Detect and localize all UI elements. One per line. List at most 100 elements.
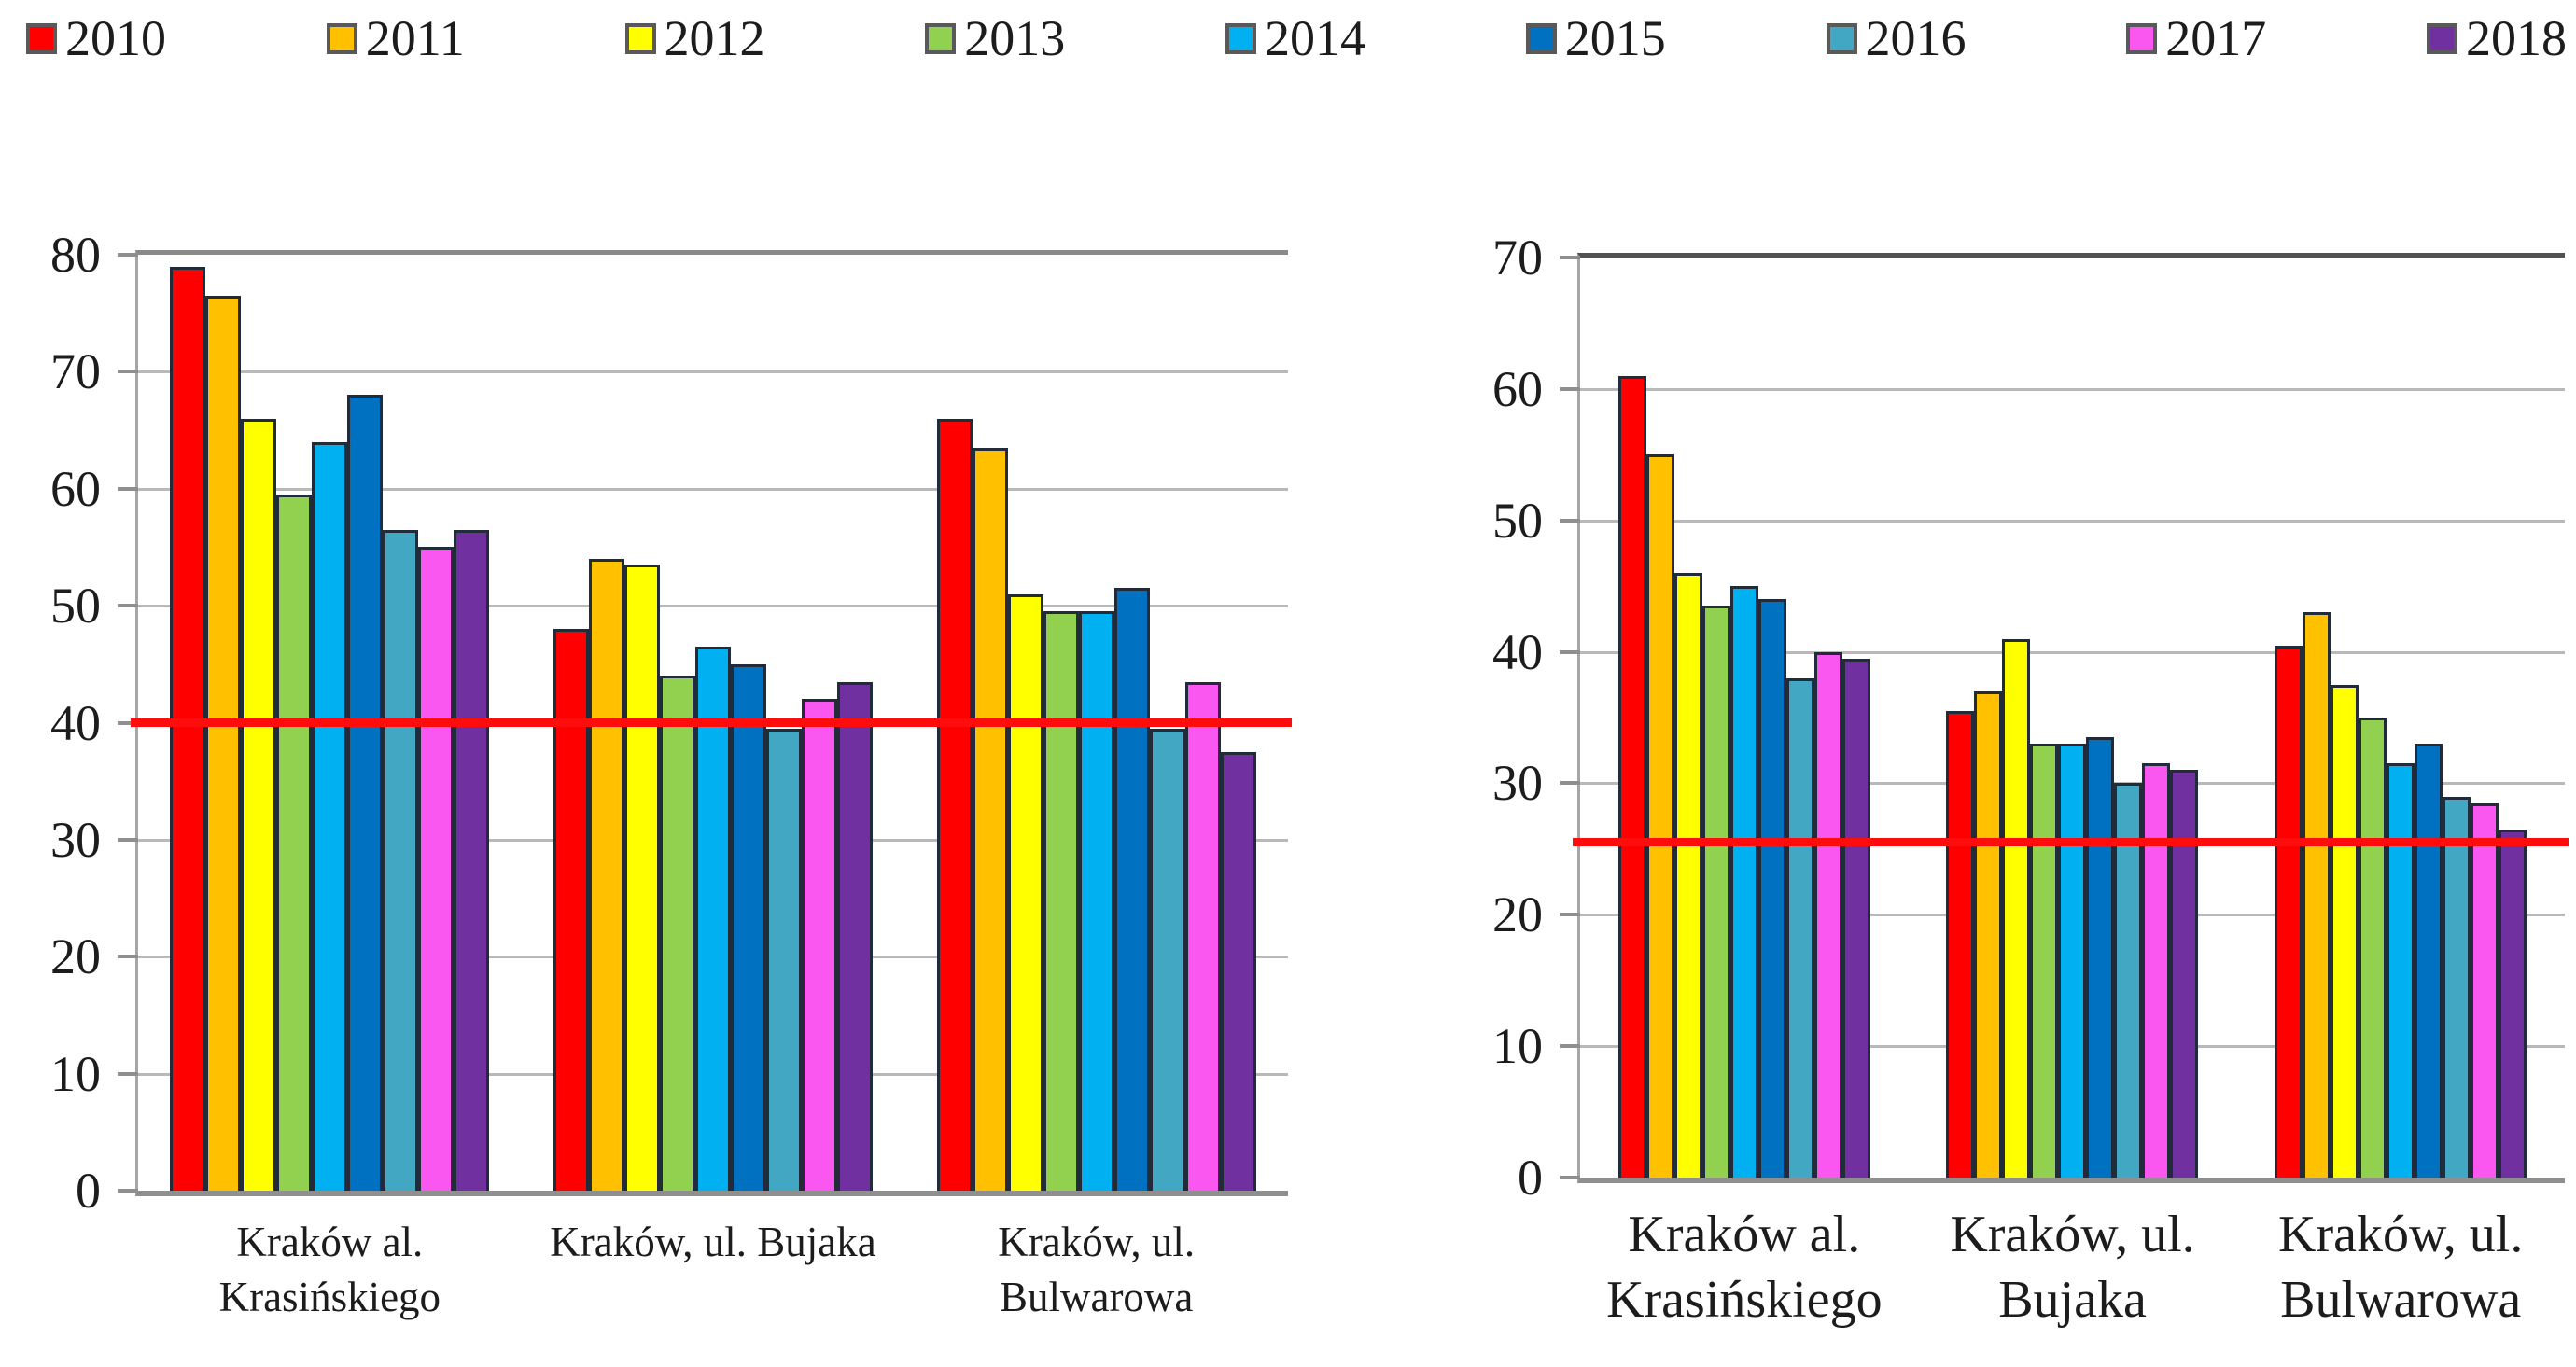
legend-swatch-2016 (1826, 22, 1857, 54)
x-axis-label-1: Kraków al. Krasińskiego (218, 1219, 441, 1320)
bar-2016-group1 (1785, 677, 1814, 1178)
bar-2018-group2 (2170, 770, 2199, 1178)
y-axis-tick (118, 253, 138, 257)
y-axis-tick (118, 955, 138, 959)
bar-2014-group1 (312, 441, 348, 1191)
legend-item-2018: 2018 (2427, 13, 2567, 63)
bar-2015-group3 (2415, 744, 2443, 1178)
bar-2014-group3 (1078, 611, 1114, 1191)
y-axis-label: 50 (50, 578, 101, 635)
legend-item-2014: 2014 (1225, 13, 1365, 63)
bar-2010-group2 (553, 629, 589, 1191)
bar-2018-group1 (1841, 658, 1870, 1178)
bar-2015-group2 (2086, 737, 2115, 1178)
y-axis-label: 40 (1492, 623, 1543, 680)
gridline (1580, 387, 2565, 391)
bar-2016-group2 (2114, 783, 2143, 1178)
bar-2013-group1 (276, 495, 313, 1191)
gridline (138, 370, 1288, 374)
bar-2012-group2 (2002, 638, 2031, 1178)
bar-2017-group2 (801, 699, 837, 1191)
bar-2018-group2 (836, 681, 873, 1191)
legend-swatch-2015 (1525, 22, 1557, 54)
y-axis-tick (1560, 913, 1580, 917)
x-axis-label-3: Kraków, ul. Bulwarowa (998, 1219, 1196, 1320)
legend-year-label: 2011 (365, 10, 465, 66)
y-axis-tick (118, 370, 138, 374)
x-axis-label-2: Kraków, ul. Bujaka (1950, 1206, 2195, 1329)
legend-item-2017: 2017 (2126, 13, 2266, 63)
legend: 2010 2011 2012 2013 2014 2015 2016 2017 2018 (26, 13, 2567, 63)
y-axis-label: 70 (50, 343, 101, 400)
bar-2018-group3 (1220, 751, 1256, 1191)
legend-year-label: 2010 (65, 10, 166, 66)
bar-group-3 (2236, 258, 2565, 1178)
legend-item-2015: 2015 (1525, 10, 1666, 66)
legend-swatch-2013 (925, 22, 957, 54)
gridline (138, 487, 1288, 491)
bar-2016-group2 (765, 728, 802, 1191)
bar-2011-group1 (205, 295, 242, 1191)
legend-swatch-2011 (326, 22, 357, 54)
bar-2011-group3 (2303, 612, 2331, 1178)
x-axis-labels: Kraków al. Krasińskiego Kraków, ul. Bujaka K… (1580, 1202, 2565, 1332)
y-axis-label: 80 (50, 227, 101, 283)
bar-2014-group1 (1729, 586, 1758, 1178)
y-axis-tick (1560, 649, 1580, 654)
legend-year-label: 2016 (1865, 10, 1967, 66)
y-axis-label: 70 (1492, 230, 1543, 286)
y-axis-label: 30 (1492, 755, 1543, 812)
legend-year-label: 2018 (2466, 10, 2567, 66)
y-axis-tick (118, 604, 138, 608)
bar-2012-group3 (2331, 684, 2359, 1178)
bar-2010-group1 (1617, 375, 1646, 1178)
bar-2011-group2 (1974, 690, 2003, 1178)
bar-2015-group1 (347, 395, 384, 1191)
y-axis-tick (1560, 518, 1580, 523)
bar-group-2 (1909, 258, 2237, 1178)
bar-2016-group3 (2443, 796, 2471, 1178)
legend-year-label: 2013 (964, 10, 1066, 66)
legend-swatch-2014 (1225, 22, 1256, 54)
y-axis-tick (118, 720, 138, 725)
bar-2015-group1 (1757, 599, 1786, 1178)
bar-2012-group2 (623, 565, 660, 1191)
bar-2011-group2 (588, 558, 624, 1191)
legend-swatch-2012 (624, 22, 656, 54)
y-axis-label: 10 (1492, 1018, 1543, 1075)
y-axis-tick (1560, 386, 1580, 391)
bar-2015-group3 (1113, 588, 1150, 1191)
y-axis-label: 20 (50, 928, 101, 985)
gridline (1580, 650, 2565, 654)
legend-year-label: 2017 (2165, 10, 2267, 66)
gridline (1580, 519, 2565, 523)
y-axis-label: 50 (1492, 492, 1543, 549)
y-axis-label: 10 (50, 1045, 101, 1102)
y-axis-tick (118, 1071, 138, 1076)
legend-item-2012: 2012 (624, 13, 765, 63)
bar-2010-group3 (2275, 645, 2303, 1178)
bar-2013-group2 (2030, 744, 2059, 1178)
bar-2013-group1 (1701, 606, 1730, 1178)
bar-2017-group1 (418, 547, 455, 1191)
legend-swatch-2018 (2427, 22, 2457, 54)
right-plot-area: 0 10 20 30 40 50 60 70 Kraków al. Krasińskiego Kra… (1492, 232, 2569, 1329)
y-axis-tick (118, 1189, 138, 1193)
y-axis-tick (118, 486, 138, 491)
left-bar-chart: 0 10 20 30 40 50 60 70 80 Kraków al. Krasińskiego K… (50, 230, 1292, 1320)
y-axis-tick (1560, 1176, 1580, 1179)
left-plot-area: 0 10 20 30 40 50 60 70 80 Kraków al. Krasińskiego K… (50, 230, 1292, 1320)
y-axis-label: 40 (50, 694, 101, 751)
y-axis-label: 30 (50, 811, 101, 868)
bar-2017-group2 (2142, 763, 2171, 1178)
bar-2010-group3 (936, 418, 973, 1191)
bar-2016-group3 (1149, 728, 1185, 1191)
x-axis-label-2: Kraków, ul. Bujaka (550, 1219, 876, 1265)
bar-group-1 (138, 255, 522, 1191)
legend-year-label: 2015 (1564, 10, 1666, 66)
legend-swatch-2017 (2126, 22, 2158, 54)
legend-item-2010: 2010 (26, 13, 166, 63)
y-axis-label: 60 (50, 460, 101, 517)
bar-2010-group2 (1946, 710, 1975, 1178)
